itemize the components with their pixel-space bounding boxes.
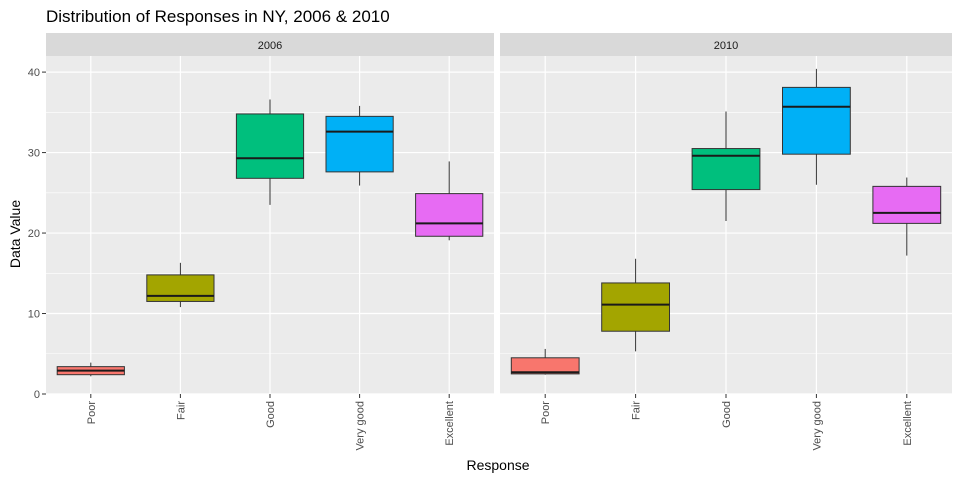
y-tick-label: 30 [28, 148, 40, 160]
x-tick-label: Fair [175, 401, 187, 420]
y-tick-label: 10 [28, 309, 40, 321]
facet-panel-2010: 2010 Poor Fair Good Very good Excellent [500, 33, 952, 451]
x-tick-label: Excellent [902, 401, 914, 446]
box-poor [510, 348, 580, 375]
facet-strip-label: 2010 [714, 40, 738, 52]
y-tick-label: 40 [28, 67, 40, 79]
facet-panel-2006: 2006 Poor Fair Good Very good Excellent [46, 33, 494, 451]
box-very-good [782, 68, 851, 185]
box-fair [146, 262, 215, 308]
x-tick-label: Poor [86, 401, 98, 425]
y-axis-ticks: 0 10 20 30 40 [28, 67, 46, 401]
box-excellent [872, 177, 942, 256]
box-fair [601, 258, 671, 352]
x-tick-label: Poor [540, 401, 552, 425]
box-body [510, 357, 580, 375]
box-body [325, 115, 394, 173]
facet-strip [46, 33, 494, 56]
box-body [601, 282, 671, 332]
y-tick-label: 0 [34, 389, 40, 401]
y-tick-label: 20 [28, 228, 40, 240]
x-tick-label: Excellent [444, 401, 456, 446]
box-body [782, 86, 851, 155]
box-poor [56, 362, 125, 377]
box-good [235, 99, 305, 205]
box-body [691, 148, 761, 191]
box-good [691, 111, 761, 221]
x-tick-label: Very good [811, 401, 823, 451]
x-tick-label: Good [265, 401, 277, 428]
box-excellent [415, 161, 484, 241]
x-tick-label: Good [721, 401, 733, 428]
x-tick-label: Fair [631, 401, 643, 420]
box-body [235, 113, 305, 179]
x-tick-label: Very good [355, 401, 367, 451]
chart-title: Distribution of Responses in NY, 2006 & … [46, 7, 390, 26]
x-axis-label: Response [466, 457, 529, 473]
facet-panels: 2006 Poor Fair Good Very good Excellent 2010 Po… [46, 33, 952, 451]
facet-strip [500, 33, 952, 56]
box-body [872, 185, 942, 224]
box-body [415, 193, 484, 237]
box-very-good [325, 105, 394, 186]
box-body [146, 274, 215, 302]
facet-strip-label: 2006 [258, 40, 282, 52]
y-axis-label: Data Value [7, 200, 23, 268]
